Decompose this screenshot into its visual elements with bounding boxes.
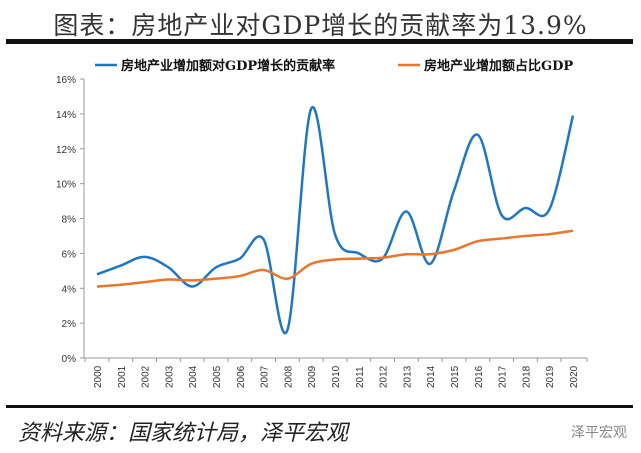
x-tick-label: 2009 [307, 365, 318, 388]
title-rule [6, 39, 633, 44]
x-tick-label: 2005 [212, 365, 223, 388]
x-tick-label: 2018 [521, 365, 532, 388]
x-tick-label: 2017 [498, 365, 509, 388]
legend-label-1: 房地产业增加额对GDP增长的贡献率 [121, 58, 335, 74]
x-tick-label: 2013 [402, 365, 413, 388]
page-title: 图表：房地产业对GDP增长的贡献率为13.9% [53, 11, 588, 40]
y-tick-label: 2% [62, 319, 77, 330]
source-note: 资料来源：国家统计局，泽平宏观 [18, 421, 349, 446]
series-line-2 [96, 229, 574, 288]
x-tick-label: 2012 [379, 365, 390, 388]
x-tick-label: 2016 [474, 365, 485, 388]
y-tick-label: 4% [62, 284, 77, 295]
x-tick-label: 2019 [545, 365, 556, 388]
x-tick-label: 2010 [331, 365, 342, 388]
x-tick-label: 2006 [236, 365, 247, 388]
y-tick-label: 12% [56, 145, 76, 156]
y-tick-label: 6% [62, 249, 77, 260]
x-tick-label: 2003 [164, 365, 175, 388]
y-tick-label: 0% [62, 354, 77, 365]
x-tick-label: 2002 [141, 365, 152, 388]
legend-label-2: 房地产业增加额占比GDP [424, 58, 573, 74]
x-tick-label: 2014 [426, 365, 437, 388]
x-tick-label: 2011 [355, 366, 366, 388]
x-tick-label: 2001 [117, 365, 128, 388]
watermark: 泽平宏观 [571, 425, 627, 441]
y-tick-label: 10% [56, 180, 76, 191]
x-tick-label: 2007 [260, 365, 271, 388]
y-tick-label: 16% [56, 75, 76, 86]
y-tick-label: 14% [56, 110, 76, 121]
x-tick-label: 2020 [569, 365, 580, 388]
x-tick-label: 2000 [93, 365, 104, 388]
x-tick-label: 2008 [283, 365, 294, 388]
x-tick-label: 2015 [450, 365, 461, 388]
x-tick-label: 2004 [188, 365, 199, 388]
series-line-1 [96, 105, 575, 335]
footer-rule [6, 405, 633, 408]
y-tick-label: 8% [62, 215, 77, 226]
